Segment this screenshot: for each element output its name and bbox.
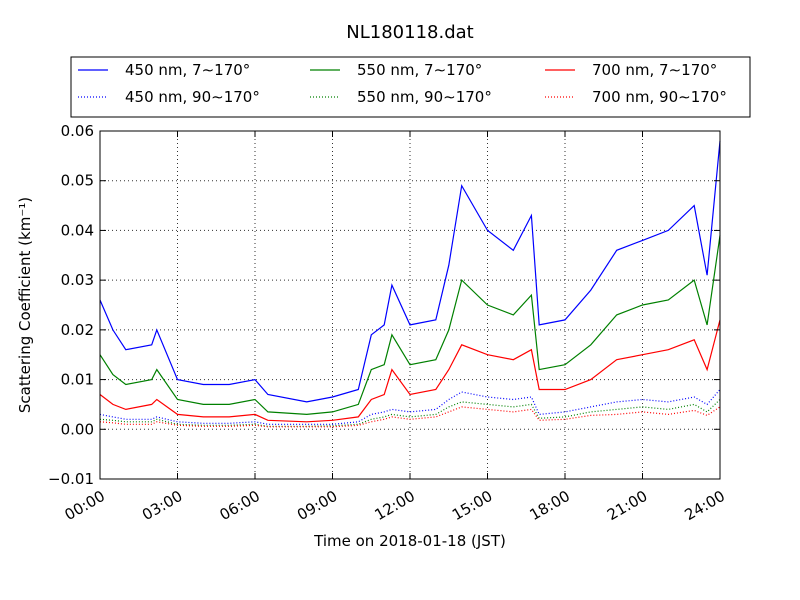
series-line: [99, 235, 721, 416]
legend-label: 700 nm, 7∼170°: [592, 61, 717, 79]
y-tick-label: −0.01: [48, 470, 94, 488]
x-tick-label: 24:00: [682, 487, 728, 524]
grid-lines: [100, 131, 720, 479]
chart-title: NL180118.dat: [346, 22, 473, 43]
x-tick-label: 09:00: [294, 487, 340, 524]
x-tick-label: 18:00: [527, 487, 573, 524]
legend-label: 550 nm, 7∼170°: [357, 61, 482, 79]
x-tick-label: 15:00: [449, 487, 495, 524]
y-tick-label: 0.00: [61, 420, 94, 438]
legend-label: 450 nm, 7∼170°: [125, 61, 250, 79]
y-tick-label: 0.03: [61, 271, 94, 289]
legend-label: 450 nm, 90∼170°: [125, 88, 260, 106]
x-tick-label: 21:00: [604, 487, 650, 524]
x-axis: 00:00 03:00 06:00 09:00 12:00 15:00 18:00 21:00…: [62, 131, 728, 524]
series-line: [99, 406, 721, 428]
y-tick-label: 0.05: [61, 172, 94, 190]
series-line: [99, 319, 721, 423]
legend-label: 550 nm, 90∼170°: [357, 88, 492, 106]
x-tick-label: 12:00: [372, 487, 418, 524]
y-tick-label: 0.06: [61, 122, 94, 140]
x-tick-label: 00:00: [62, 487, 108, 524]
legend-box: [70, 56, 751, 118]
y-tick-label: 0.04: [61, 221, 94, 239]
y-axis-label: Scattering Coefficient (km⁻¹): [16, 197, 34, 413]
x-tick-label: 06:00: [217, 487, 263, 524]
y-axis: −0.01 0.00 0.01 0.02 0.03 0.04 0.05 0.06: [48, 122, 720, 488]
y-tick-label: 0.02: [61, 321, 94, 339]
series-line: [99, 140, 721, 403]
plot-series: [99, 140, 721, 428]
legend-label: 700 nm, 90∼170°: [592, 88, 727, 106]
x-tick-label: 03:00: [139, 487, 185, 524]
legend: 450 nm, 7∼170° 550 nm, 7∼170° 700 nm, 7∼17…: [70, 56, 751, 118]
y-tick-label: 0.01: [61, 371, 94, 389]
x-axis-label: Time on 2018-01-18 (JST): [313, 532, 506, 550]
